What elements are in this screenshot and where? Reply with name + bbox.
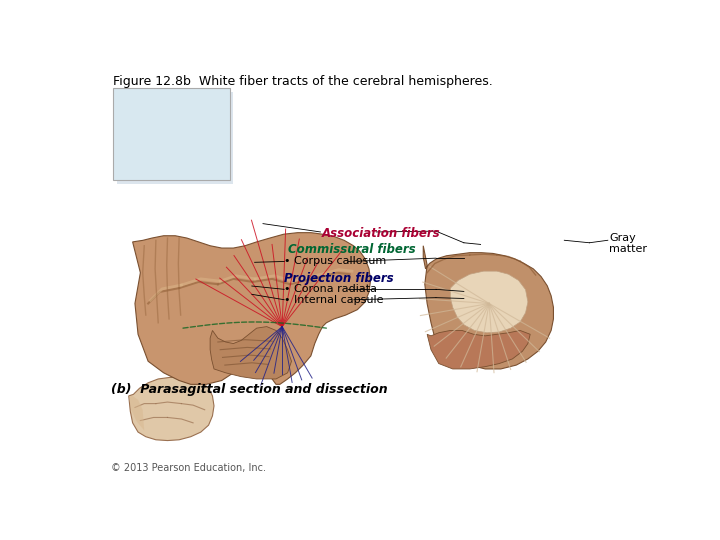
Polygon shape: [423, 246, 554, 369]
Text: Figure 12.8b  White fiber tracts of the cerebral hemispheres.: Figure 12.8b White fiber tracts of the c…: [113, 75, 493, 88]
Text: • Internal capsule: • Internal capsule: [284, 295, 384, 305]
Text: • Corona radiata: • Corona radiata: [284, 285, 377, 294]
Text: Gray
matter: Gray matter: [609, 233, 647, 254]
Polygon shape: [129, 396, 144, 430]
FancyBboxPatch shape: [117, 92, 233, 184]
Text: © 2013 Pearson Education, Inc.: © 2013 Pearson Education, Inc.: [111, 463, 266, 473]
Text: • Corpus callosum: • Corpus callosum: [284, 256, 387, 266]
Text: Projection fibers: Projection fibers: [284, 272, 394, 285]
Polygon shape: [451, 271, 528, 333]
Polygon shape: [132, 233, 371, 384]
Text: (b)  Parasagittal section and dissection: (b) Parasagittal section and dissection: [111, 383, 388, 396]
Polygon shape: [129, 377, 214, 441]
Polygon shape: [210, 327, 292, 379]
Polygon shape: [427, 330, 530, 369]
Text: Association fibers: Association fibers: [322, 227, 440, 240]
FancyBboxPatch shape: [113, 88, 230, 180]
Text: Commissural fibers: Commissural fibers: [288, 244, 415, 256]
